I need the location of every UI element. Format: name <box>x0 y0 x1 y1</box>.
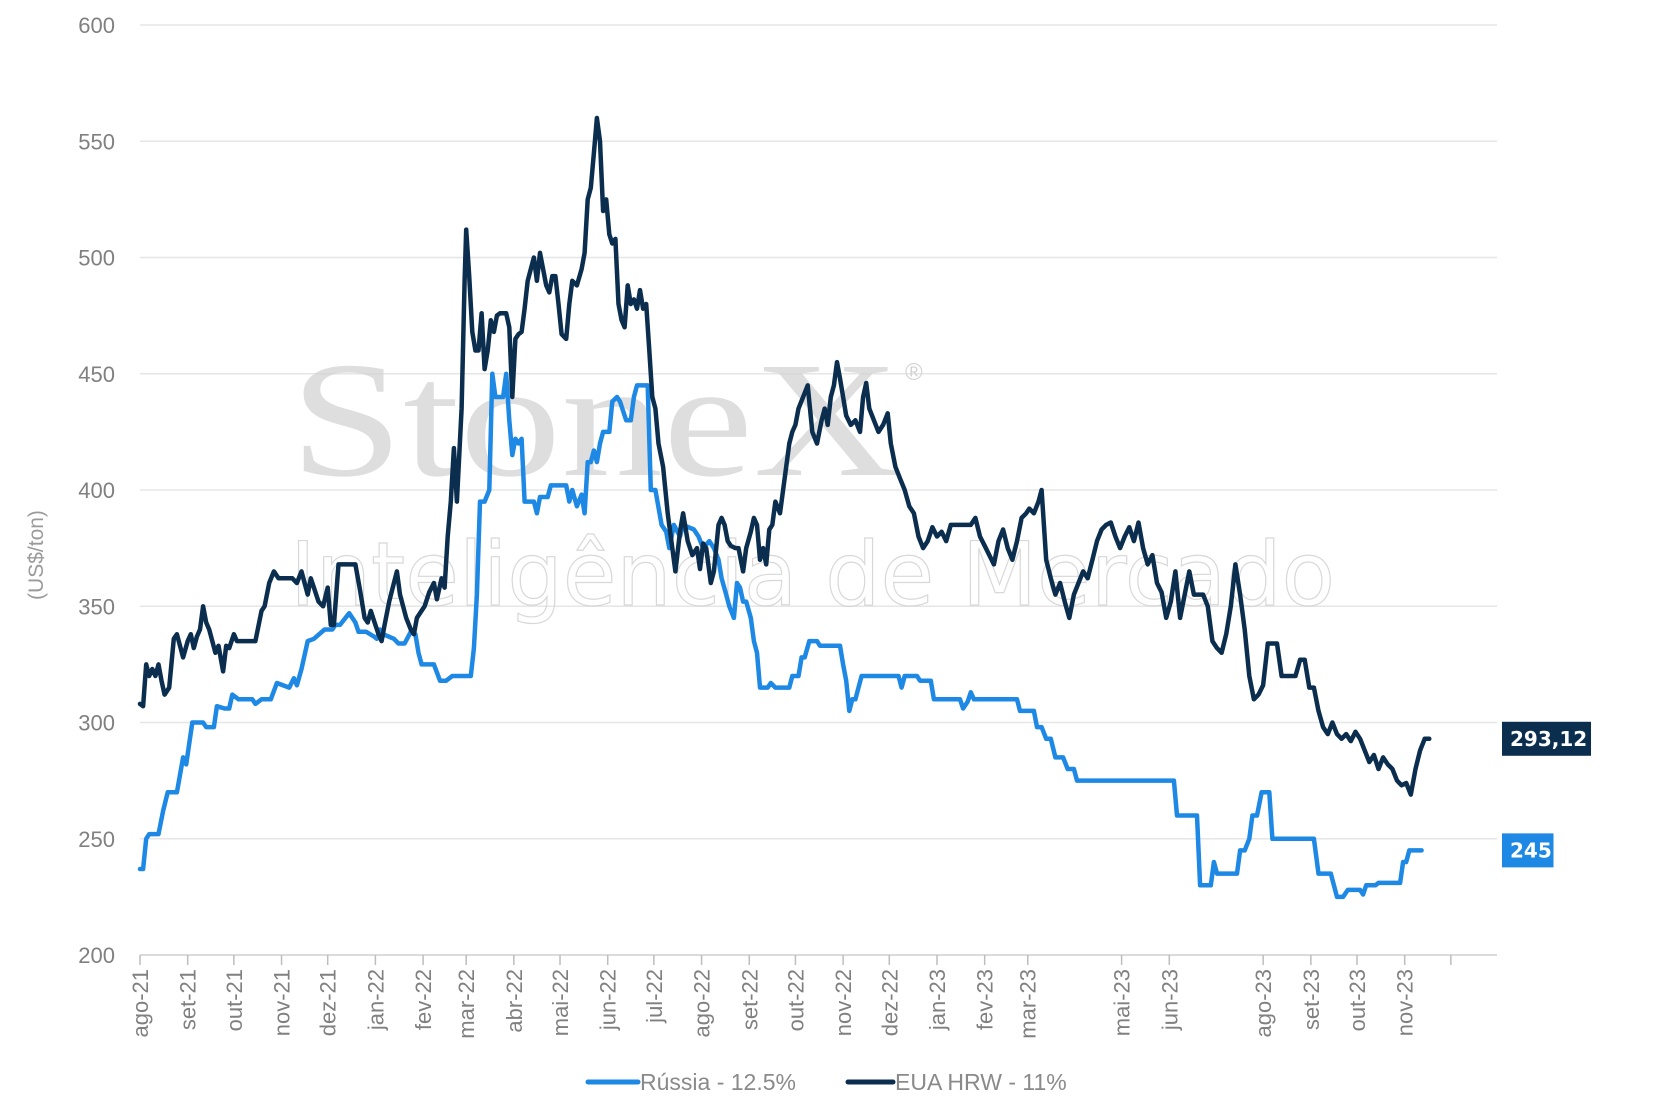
legend: Rússia - 12.5% EUA HRW - 11% <box>585 1069 1067 1095</box>
y-tick-label: 300 <box>78 711 115 736</box>
x-tick-label: jun-23 <box>1157 969 1182 1031</box>
x-tick-label: mar-23 <box>1016 969 1041 1039</box>
x-tick-label: abr-22 <box>502 969 527 1033</box>
watermark-brand: StoneX <box>290 328 900 511</box>
y-tick-label: 500 <box>78 246 115 271</box>
end-label-box <box>1502 721 1591 756</box>
x-tick-label: jan-22 <box>363 969 388 1031</box>
x-tick-label: set-23 <box>1299 969 1324 1030</box>
x-tick-label: nov-22 <box>831 969 856 1036</box>
series-end-labels: 245 293,12 <box>1502 721 1591 868</box>
x-tick-label: jan-23 <box>925 969 950 1031</box>
x-tick-label: out-22 <box>783 969 808 1031</box>
y-tick-label: 550 <box>78 129 115 154</box>
end-label-box <box>1502 833 1554 868</box>
legend-label-usa: EUA HRW - 11% <box>895 1069 1067 1095</box>
x-tick-label: fev-22 <box>411 969 436 1030</box>
x-tick-label: fev-23 <box>973 969 998 1030</box>
series-line-russia <box>137 371 1424 900</box>
legend-label-russia: Rússia - 12.5% <box>640 1069 796 1095</box>
x-tick-label: out-23 <box>1345 969 1370 1031</box>
y-tick-label: 450 <box>78 362 115 387</box>
x-tick-label: set-22 <box>737 969 762 1030</box>
x-tick-label: mai-23 <box>1110 969 1135 1036</box>
y-axis-ticks: 200 250 300 350 400 450 500 550 600 <box>78 13 115 968</box>
series-line-usa-hrw <box>137 115 1432 797</box>
x-axis: ago-21 set-21 out-21 nov-21 dez-21 jan-22 fev-… <box>128 954 1497 1039</box>
grid-lines <box>140 24 1497 840</box>
watermark: StoneX ® Inteligência de Mercado <box>289 328 1335 627</box>
x-tick-label: dez-22 <box>877 969 902 1036</box>
x-tick-label: dez-21 <box>316 969 341 1036</box>
x-tick-label: ago-22 <box>690 969 715 1038</box>
x-tick-label: ago-21 <box>128 969 153 1038</box>
x-tick-label: out-21 <box>222 969 247 1031</box>
y-axis-label: (US$/ton) <box>25 510 48 600</box>
watermark-tagline: Inteligência de Mercado <box>290 523 1335 626</box>
y-tick-label: 200 <box>78 943 115 968</box>
x-tick-label: nov-23 <box>1393 969 1418 1036</box>
x-tick-label: nov-21 <box>270 969 295 1036</box>
x-tick-label: jun-22 <box>596 969 621 1031</box>
x-tick-label: mai-22 <box>548 969 573 1036</box>
x-tick-label: ago-23 <box>1251 969 1276 1038</box>
end-label-value: 245 <box>1510 838 1552 862</box>
x-tick-label: set-21 <box>176 969 201 1030</box>
y-tick-label: 350 <box>78 594 115 619</box>
y-tick-label: 400 <box>78 478 115 503</box>
y-tick-label: 600 <box>78 13 115 38</box>
series-lines <box>137 115 1432 900</box>
x-tick-label: mar-22 <box>454 969 479 1039</box>
x-tick-label: jul-22 <box>642 969 667 1024</box>
end-label-value: 293,12 <box>1510 727 1587 751</box>
watermark-registered-mark: ® <box>905 359 923 386</box>
y-tick-label: 250 <box>78 827 115 852</box>
